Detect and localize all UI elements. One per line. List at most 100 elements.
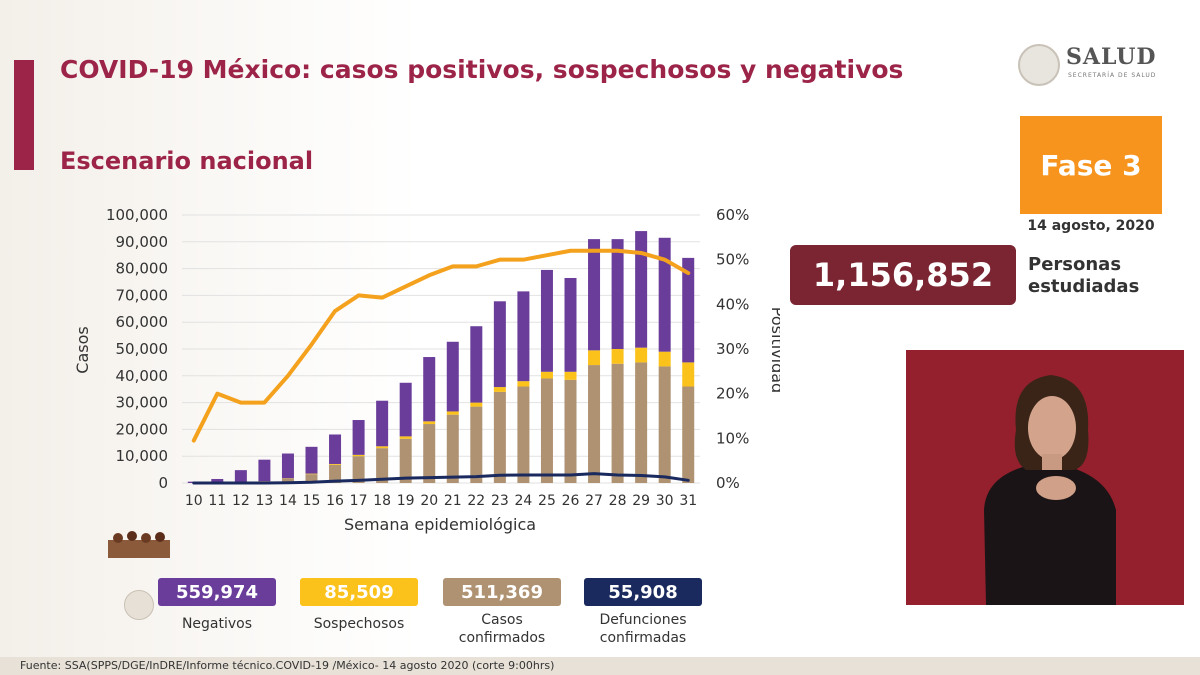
bar-negativos xyxy=(446,341,459,412)
legend-sospechosos-value: 85,509 xyxy=(300,578,418,606)
source-text: Fuente: SSA(SPPS/DGE/InDRE/Informe técni… xyxy=(20,659,555,672)
legend-defunciones-label: Defunciones confirmadas xyxy=(584,611,702,647)
bar-casos-confirmados xyxy=(352,456,365,483)
bar-negativos xyxy=(517,291,530,382)
x-tick-label: 29 xyxy=(632,493,650,509)
legend-sospechosos-label: Sospechosos xyxy=(313,616,405,632)
bar-sospechosos xyxy=(376,446,389,449)
y-tick-label: 70,000 xyxy=(116,286,169,304)
legend-negativos-label: Negativos xyxy=(181,616,253,632)
y-tick-label: 40,000 xyxy=(116,367,169,385)
legend-confirmados-label: Casos confirmados xyxy=(443,611,561,647)
x-tick-label: 18 xyxy=(373,493,391,509)
bar-negativos xyxy=(281,453,294,479)
bar-casos-confirmados xyxy=(540,378,553,483)
y-tick-label: 0 xyxy=(158,474,168,492)
interpreter-figure xyxy=(984,375,1116,605)
fase-badge: Fase 3 xyxy=(1020,116,1162,214)
line-positividad xyxy=(191,248,691,443)
y-axis-label: Casos xyxy=(73,326,92,373)
legend-confirmados-value: 511,369 xyxy=(443,578,561,606)
bar-sospechosos xyxy=(493,387,506,392)
x-tick-label: 20 xyxy=(420,493,438,509)
logo-subtext: SECRETARÍA DE SALUD xyxy=(1068,72,1157,79)
bar-negativos xyxy=(234,470,247,483)
bar-negativos xyxy=(470,326,483,403)
chart-bars xyxy=(187,231,695,483)
page-subtitle: Escenario nacional xyxy=(60,147,314,175)
bar-negativos xyxy=(258,459,271,482)
bar-sospechosos xyxy=(658,351,671,367)
mural-art-icon xyxy=(108,528,170,558)
bar-sospechosos xyxy=(329,463,342,465)
bar-sospechosos xyxy=(635,347,648,363)
x-tick-label: 12 xyxy=(232,493,250,509)
y2-tick-label: 60% xyxy=(716,206,749,224)
y-tick-label: 30,000 xyxy=(116,394,169,412)
legend-defunciones-label-line2: confirmadas xyxy=(599,630,687,646)
bar-sospechosos xyxy=(611,349,624,364)
x-tick-label: 30 xyxy=(656,493,674,509)
bar-negativos xyxy=(658,237,671,352)
x-tick-label: 17 xyxy=(350,493,368,509)
y2-tick-label: 20% xyxy=(716,385,749,403)
x-tick-label: 25 xyxy=(538,493,556,509)
sign-language-interpreter-video xyxy=(906,350,1184,605)
bar-sospechosos xyxy=(540,371,553,379)
bar-sospechosos xyxy=(399,436,412,439)
x-tick-label: 27 xyxy=(585,493,603,509)
legend-confirmados-label-line2: confirmados xyxy=(458,630,546,646)
bar-negativos xyxy=(423,357,436,422)
title-accent-bar xyxy=(14,60,34,170)
y-tick-label: 20,000 xyxy=(116,420,169,438)
x-axis-ticks: 10 11 12 13 14 15 16 17 18 19 20 21 22 23 24 25 26 27 28 29… xyxy=(185,493,697,509)
x-tick-label: 13 xyxy=(255,493,273,509)
bar-negativos xyxy=(493,301,506,388)
logo-text: SALUD xyxy=(1066,44,1157,70)
bar-sospechosos xyxy=(305,473,318,475)
bar-sospechosos xyxy=(588,350,601,366)
legend-confirmados-label-line1: Casos xyxy=(481,612,523,628)
bar-negativos xyxy=(329,434,342,464)
bar-negativos xyxy=(682,257,695,363)
y-tick-label: 60,000 xyxy=(116,313,169,331)
y2-tick-label: 30% xyxy=(716,340,749,358)
salud-logo: SALUD SECRETARÍA DE SALUD xyxy=(1018,42,1168,90)
legend-negativos-value: 559,974 xyxy=(158,578,276,606)
bar-casos-confirmados xyxy=(588,365,601,483)
bar-casos-confirmados xyxy=(635,362,648,483)
x-tick-label: 31 xyxy=(679,493,697,509)
y-tick-label: 10,000 xyxy=(116,447,169,465)
small-seal-icon xyxy=(124,590,154,620)
x-tick-label: 15 xyxy=(303,493,321,509)
bar-casos-confirmados xyxy=(423,424,436,483)
page-title: COVID-19 México: casos positivos, sospec… xyxy=(60,55,904,84)
x-tick-label: 26 xyxy=(562,493,580,509)
bar-casos-confirmados xyxy=(470,406,483,483)
x-tick-label: 23 xyxy=(491,493,509,509)
bar-casos-confirmados xyxy=(493,391,506,483)
x-tick-label: 28 xyxy=(609,493,627,509)
y2-axis-ticks: 0% 10% 20% 30% 40% 50% 60% xyxy=(716,206,749,492)
report-date: 14 agosto, 2020 xyxy=(1027,218,1155,234)
bar-negativos xyxy=(352,420,365,455)
personas-label-line1: Personas xyxy=(1028,254,1122,275)
x-tick-label: 22 xyxy=(467,493,485,509)
personas-label-line2: estudiadas xyxy=(1028,276,1140,297)
y2-tick-label: 10% xyxy=(716,429,749,447)
bar-casos-confirmados xyxy=(517,386,530,483)
bar-negativos xyxy=(399,382,412,437)
x-tick-label: 24 xyxy=(514,493,532,509)
bar-casos-confirmados xyxy=(376,448,389,483)
y2-axis-label: Positividad xyxy=(768,307,780,393)
bar-casos-confirmados xyxy=(329,464,342,483)
bar-negativos xyxy=(588,239,601,351)
y-tick-label: 80,000 xyxy=(116,260,169,278)
personas-estudiadas-value: 1,156,852 xyxy=(790,245,1016,305)
bar-negativos xyxy=(540,269,553,372)
bar-casos-confirmados xyxy=(281,478,294,483)
legend-defunciones-value: 55,908 xyxy=(584,578,702,606)
chart-lines xyxy=(191,248,691,485)
bar-sospechosos xyxy=(352,454,365,457)
y-axis-ticks: 0 10,000 20,000 30,000 40,000 50,000 60,000 70,… xyxy=(106,206,168,492)
